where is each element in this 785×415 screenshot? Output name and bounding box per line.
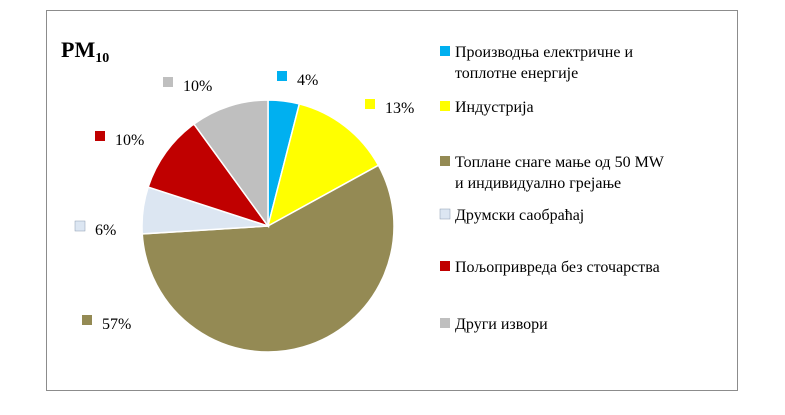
pie-slice-other bbox=[192, 99, 269, 229]
legend-marker-road-traffic bbox=[439, 208, 451, 220]
legend-marker-agriculture bbox=[440, 261, 450, 271]
legend-marker-heating bbox=[440, 156, 450, 166]
percent-label-industry: 13% bbox=[385, 100, 414, 117]
pie-slice-heating bbox=[141, 164, 395, 353]
percent-marker-production bbox=[277, 71, 287, 81]
legend: Производња електричне и топлотне енергије… bbox=[439, 44, 665, 333]
chart-title: PM10 bbox=[61, 37, 109, 66]
legend-label-industry: Индустрија bbox=[455, 99, 534, 116]
pie-chart: PM10 4% 13% 57% 6% 10% 10% Производња електри… bbox=[61, 37, 665, 353]
percent-label-other: 10% bbox=[183, 78, 212, 95]
legend-marker-industry bbox=[440, 101, 450, 111]
percent-marker-agriculture bbox=[95, 131, 105, 141]
legend-label-agriculture: Пољопривреда без сточарства bbox=[455, 259, 660, 276]
percent-label-heating: 57% bbox=[102, 316, 131, 333]
legend-label-other: Други извори bbox=[455, 316, 548, 333]
legend-marker-other bbox=[440, 318, 450, 328]
chart-title-subscript: 10 bbox=[95, 51, 109, 66]
chart-title-main: PM bbox=[61, 37, 95, 62]
legend-label-production: Производња електричне и топлотне енергије bbox=[455, 44, 633, 82]
legend-marker-production bbox=[440, 46, 450, 56]
chart-frame: PM10 4% 13% 57% 6% 10% 10% Производња електри… bbox=[46, 10, 738, 391]
legend-label-heating: Топлане снаге мање од 50 MW и индивидуалн… bbox=[455, 154, 665, 192]
percent-marker-road-traffic bbox=[74, 220, 86, 232]
percent-labels: 4% 13% 57% 6% 10% 10% bbox=[74, 71, 414, 333]
legend-label-road-traffic: Друмски саобраћај bbox=[455, 207, 584, 224]
pie-slice-industry bbox=[266, 103, 380, 228]
percent-marker-industry bbox=[365, 99, 375, 109]
pie-slices bbox=[141, 99, 395, 353]
percent-label-production: 4% bbox=[297, 72, 318, 89]
pie-slice-agriculture bbox=[147, 123, 270, 228]
percent-label-road-traffic: 6% bbox=[95, 222, 116, 239]
percent-marker-heating bbox=[82, 315, 92, 325]
percent-marker-other bbox=[163, 77, 173, 87]
percent-label-agriculture: 10% bbox=[115, 132, 144, 149]
